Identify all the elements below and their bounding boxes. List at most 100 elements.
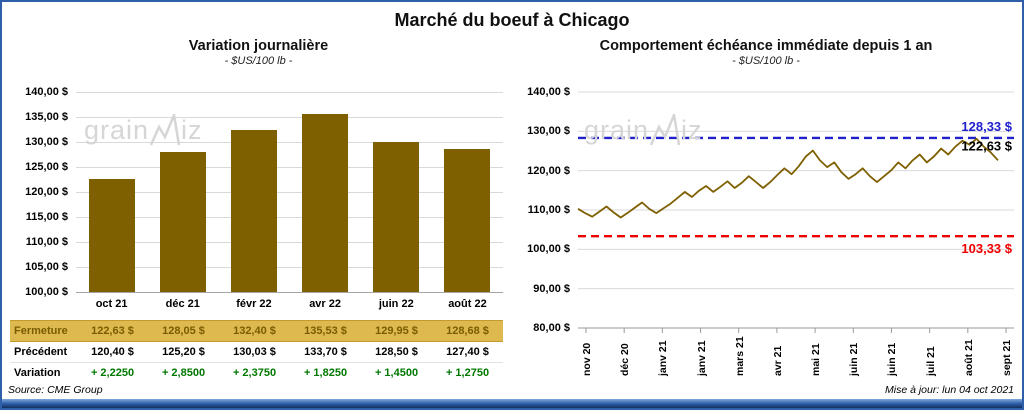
table-cell: + 1,2750 — [445, 367, 490, 379]
line-chart-svg: 128,33 $ 103,33 $ 122,63 $ — [577, 91, 1014, 333]
table-cell: 125,20 $ — [148, 341, 219, 363]
x-axis-label: juil 21 — [924, 346, 937, 376]
last-price-label: 122,63 $ — [961, 138, 1012, 153]
watermark-text: grain — [84, 115, 150, 145]
table-cell: 120,40 $ — [77, 341, 148, 363]
table-cell: + 2,2250 — [90, 367, 135, 379]
table-cell: 130,03 $ — [219, 341, 290, 363]
row-label: Fermeture — [10, 320, 77, 342]
x-axis-label: mai 21 — [810, 343, 823, 376]
x-axis-label: mars 21 — [733, 336, 746, 376]
bar — [444, 148, 491, 292]
bar-chart-plot-area: grain iz — [76, 92, 503, 293]
footer-source: Source: CME Group — [8, 384, 103, 396]
table-cell: + 1,4500 — [374, 367, 419, 379]
watermark-text: iz — [181, 115, 203, 145]
x-axis-label: juin 21 — [848, 342, 861, 376]
x-axis-label: sept 21 — [1001, 339, 1013, 376]
line-chart-subtitle: - $US/100 lb - — [732, 55, 800, 67]
table-cell: 129,95 $ — [361, 320, 432, 342]
y-axis-label: 120,00 $ — [527, 164, 570, 177]
table-cell: 122,63 $ — [77, 320, 148, 342]
bar-chart-y-axis: 140,00 $ 135,00 $ 130,00 $ 125,00 $ 120,00 $… — [10, 86, 72, 298]
x-axis-label: janv 21 — [695, 340, 708, 376]
y-axis-label: 120,00 $ — [25, 186, 68, 198]
y-axis-label: 115,00 $ — [25, 211, 68, 223]
gridline — [76, 192, 503, 193]
y-axis-label: 90,00 $ — [533, 282, 570, 295]
watermark: grain iz — [584, 114, 703, 146]
table-cell: 128,05 $ — [148, 320, 219, 342]
one-year-behavior-panel: Comportement échéance immédiate depuis 1… — [514, 38, 1018, 394]
bar-chart-x-axis: oct 21 déc 21 févr 22 avr 22 juin 22 août 22 — [76, 298, 503, 314]
table-cell: 127,40 $ — [432, 341, 503, 363]
watermark-text: grain — [584, 115, 650, 145]
table-row: Variation + 2,2250 + 2,8500 + 2,3750 + 1,825… — [10, 363, 503, 384]
bar — [88, 178, 135, 292]
gridline — [76, 92, 503, 93]
table-cell: 135,53 $ — [290, 320, 361, 342]
table-cell: 133,70 $ — [290, 341, 361, 363]
gridline — [76, 142, 503, 143]
table-cell: + 1,8250 — [303, 367, 348, 379]
gridline — [76, 292, 503, 293]
bar — [159, 151, 206, 292]
table-cell: 128,50 $ — [361, 341, 432, 363]
bar — [302, 114, 349, 292]
gridline — [76, 242, 503, 243]
page-title: Marché du boeuf à Chicago — [394, 10, 630, 30]
y-axis-label: 80,00 $ — [533, 322, 570, 334]
bar-chart-subtitle: - $US/100 lb - — [224, 55, 293, 67]
y-axis-label: 100,00 $ — [527, 243, 570, 256]
watermark-zigzag-icon — [650, 114, 681, 146]
summary-table: Fermeture 122,63 $128,05 $132,40 $135,53 … — [10, 320, 503, 383]
x-axis-label: août 21 — [962, 339, 975, 376]
footer-updated: Mise à jour: lun 04 oct 2021 — [885, 384, 1014, 396]
x-axis-label: août 22 — [448, 298, 487, 310]
x-axis-label: juin 21 — [886, 342, 899, 376]
x-axis-label: nov 20 — [581, 342, 593, 376]
x-axis-label: avr 22 — [309, 298, 341, 310]
watermark-zigzag-icon — [150, 114, 181, 146]
y-axis-label: 140,00 $ — [527, 86, 570, 98]
table-row: Fermeture 122,63 $128,05 $132,40 $135,53 … — [10, 320, 503, 342]
table-cell: 128,68 $ — [432, 320, 503, 342]
line-chart-plot-area: grain iz 128,33 $ 103,33 $ 122,63 $ — [577, 91, 1014, 333]
bar — [373, 142, 420, 292]
price-series-line — [577, 137, 999, 219]
line-chart-title: Comportement échéance immédiate depuis 1… — [599, 38, 933, 54]
x-axis-label: juin 22 — [378, 298, 414, 310]
y-axis-label: 130,00 $ — [527, 125, 570, 138]
gridline — [76, 117, 503, 118]
y-axis-label: 110,00 $ — [25, 236, 68, 248]
y-axis-label: 140,00 $ — [25, 86, 68, 98]
line-chart-y-axis: 140,00 $ 130,00 $ 120,00 $ 110,00 $ 100,00 $… — [514, 86, 574, 334]
y-axis-label: 100,00 $ — [25, 286, 68, 298]
x-axis-label: déc 21 — [165, 298, 200, 310]
x-axis-label: avr 21 — [771, 345, 784, 376]
x-axis-label: déc 20 — [619, 343, 632, 376]
table-cell: + 2,8500 — [161, 367, 206, 379]
x-axis-label: févr 22 — [236, 298, 272, 310]
y-axis-label: 135,00 $ — [25, 111, 68, 123]
gridline — [76, 267, 503, 268]
row-label: Précédent — [10, 341, 77, 363]
support-label: 103,33 $ — [961, 241, 1012, 256]
x-axis-label: janv 21 — [657, 340, 670, 376]
resistance-label: 128,33 $ — [961, 119, 1012, 134]
watermark-text: iz — [681, 115, 703, 145]
gridline — [76, 217, 503, 218]
table-cell: + 2,3750 — [232, 367, 277, 379]
row-label: Variation — [14, 367, 61, 379]
y-axis-label: 105,00 $ — [25, 261, 68, 273]
bottom-bar — [2, 399, 1022, 408]
table-row: Précédent 120,40 $125,20 $130,03 $133,70 … — [10, 341, 503, 363]
bar — [230, 130, 277, 292]
table-cell: 132,40 $ — [219, 320, 290, 342]
daily-variation-panel: Variation journalière - $US/100 lb - 140… — [10, 38, 507, 394]
line-chart-x-axis: nov 20 déc 20 janv 21 janv 21 mars 21 avr 21 m… — [578, 330, 1014, 382]
y-axis-label: 125,00 $ — [25, 161, 68, 173]
y-axis-label: 130,00 $ — [25, 136, 68, 148]
x-axis-label: oct 21 — [95, 298, 128, 310]
